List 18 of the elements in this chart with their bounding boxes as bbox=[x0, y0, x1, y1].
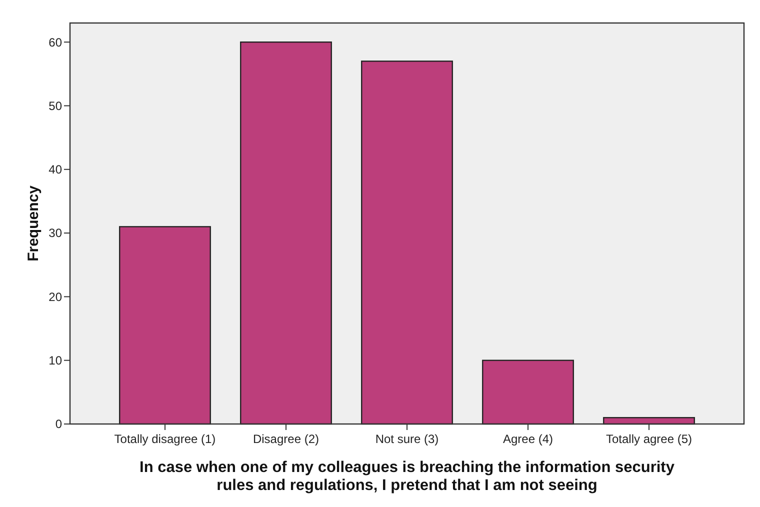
bar bbox=[482, 360, 574, 425]
x-tick-label: Totally disagree (1) bbox=[114, 432, 216, 446]
y-tick-label: 0 bbox=[55, 417, 62, 432]
x-axis-title: In case when one of my colleagues is breaching the information security rules and regulations, I pretend that I am not seeing bbox=[140, 459, 675, 494]
bar bbox=[240, 41, 332, 425]
x-tick-label: Disagree (2) bbox=[252, 432, 320, 446]
y-axis-title: Frequency bbox=[25, 184, 42, 262]
y-tick-label: 20 bbox=[48, 290, 62, 304]
y-tick-label: 10 bbox=[48, 354, 62, 368]
x-tick-label: Agree (4) bbox=[502, 432, 554, 446]
x-tick-label: Not sure (3) bbox=[375, 432, 439, 446]
bar bbox=[361, 60, 453, 425]
bar bbox=[119, 226, 211, 425]
y-tick-label: 50 bbox=[48, 98, 62, 113]
y-tick-label: 30 bbox=[48, 226, 62, 240]
y-tick-label: 60 bbox=[48, 35, 62, 50]
x-tick-label: Totally agree (5) bbox=[606, 432, 692, 446]
y-tick-label: 40 bbox=[48, 162, 62, 177]
